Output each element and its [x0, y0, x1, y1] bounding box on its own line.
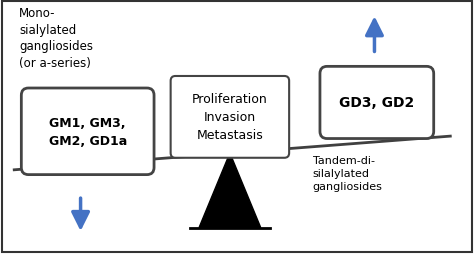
FancyBboxPatch shape	[21, 89, 154, 175]
FancyBboxPatch shape	[171, 77, 289, 158]
Polygon shape	[199, 153, 261, 228]
Text: GD3, GD2: GD3, GD2	[339, 96, 414, 110]
Text: GM1, GM3,
GM2, GD1a: GM1, GM3, GM2, GD1a	[48, 116, 127, 147]
Text: Mono-
sialylated
gangliosides
(or a-series): Mono- sialylated gangliosides (or a-seri…	[19, 7, 93, 69]
FancyBboxPatch shape	[2, 2, 472, 252]
Text: Tandem-di-
silalylated
gangliosides: Tandem-di- silalylated gangliosides	[313, 156, 383, 191]
FancyBboxPatch shape	[320, 67, 434, 139]
Text: Proliferation
Invasion
Metastasis: Proliferation Invasion Metastasis	[192, 93, 268, 142]
